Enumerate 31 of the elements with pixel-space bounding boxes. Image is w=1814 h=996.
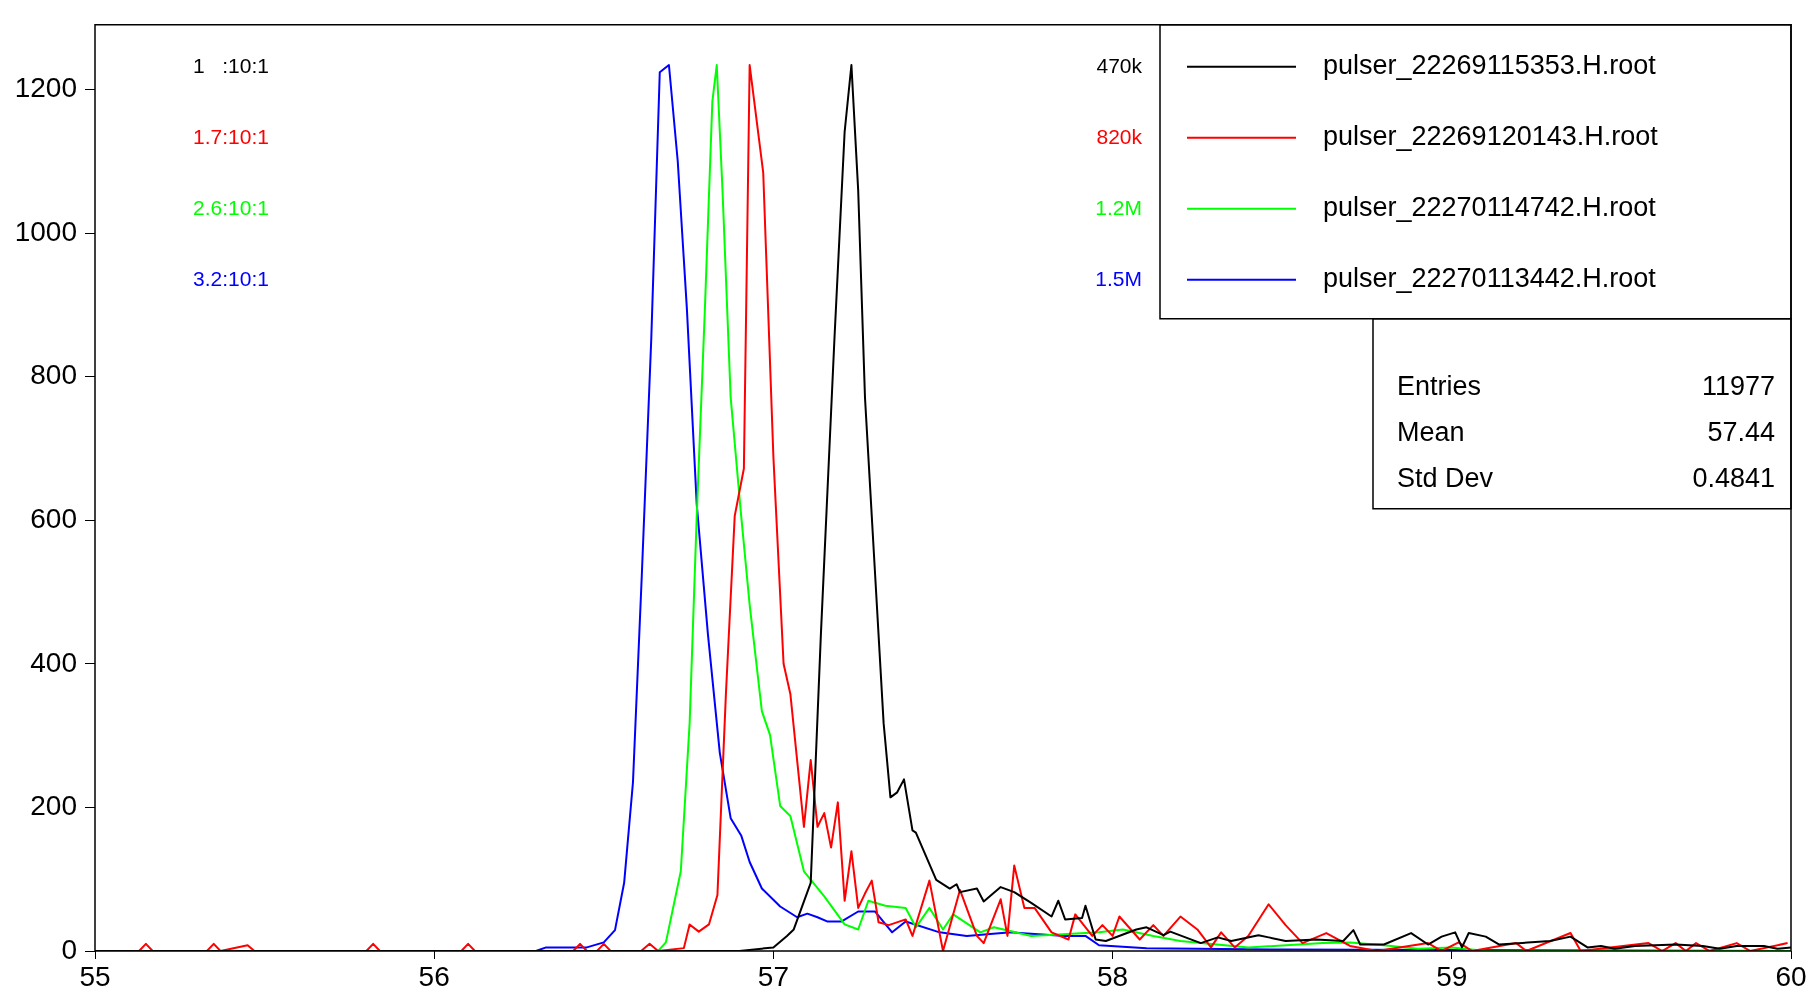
annotation: Mean (1397, 417, 1465, 448)
annotation: 1.7:10:1 (193, 124, 269, 148)
legend-label: pulser_22270114742.H.root (1323, 192, 1657, 223)
annotation: Std Dev (1397, 463, 1494, 494)
y-tick-label: 400 (30, 646, 77, 678)
annotation: 57.44 (1707, 417, 1775, 448)
x-tick-label: 58 (1097, 960, 1129, 992)
annotation: 2.6:10:1 (193, 195, 269, 219)
y-tick-label: 800 (30, 359, 77, 391)
y-tick-label: 600 (30, 502, 77, 534)
annotation: 1.2M (1095, 195, 1142, 219)
annotation: 820k (1096, 124, 1143, 148)
x-tick-label: 56 (418, 960, 450, 992)
annotation: 11977 (1701, 371, 1775, 402)
annotation: 1 :10:1 (193, 53, 269, 77)
annotation: 0.4841 (1692, 463, 1775, 494)
annotation: 1.5M (1095, 266, 1142, 290)
annotation: 3.2:10:1 (193, 266, 269, 290)
x-tick-label: 55 (79, 960, 111, 992)
y-tick-label: 200 (30, 790, 77, 822)
annotation: Entries (1397, 371, 1482, 402)
legend-label: pulser_22269120143.H.root (1323, 121, 1659, 152)
legend-label: pulser_22270113442.H.root (1323, 263, 1657, 294)
y-tick-label: 0 (61, 933, 77, 965)
legend-label: pulser_22269115353.H.root (1323, 50, 1657, 81)
x-tick-label: 60 (1775, 960, 1807, 992)
y-tick-label: 1200 (14, 72, 77, 104)
annotation: 470k (1096, 53, 1143, 77)
y-tick-label: 1000 (14, 215, 77, 247)
x-tick-label: 57 (757, 960, 789, 992)
x-tick-label: 59 (1436, 960, 1468, 992)
